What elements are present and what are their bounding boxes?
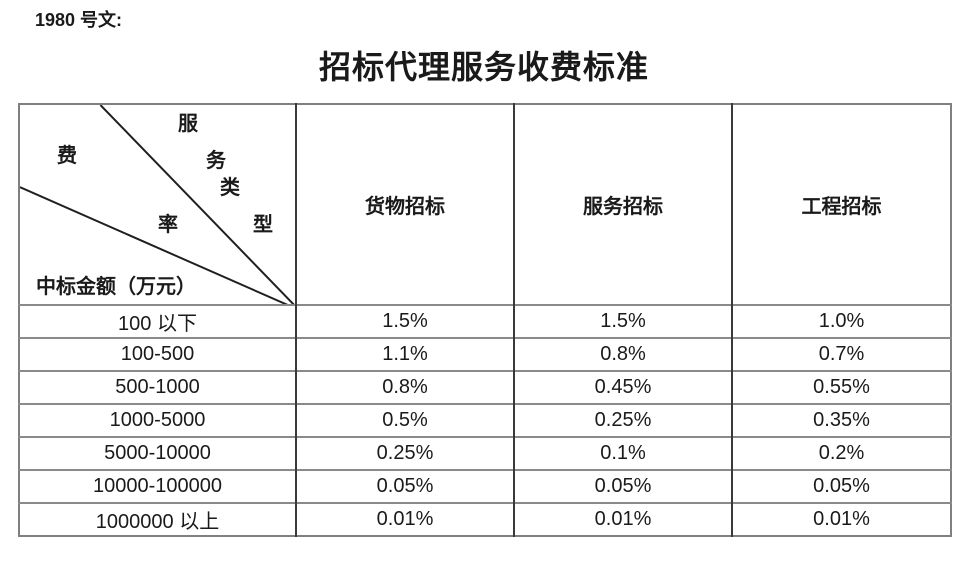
value-cell: 0.25% [296,436,515,470]
value-cell: 0.8% [514,337,733,371]
table-row: 100 以下 1.5% 1.5% 1.0% [19,304,951,338]
table-row: 100-500 1.1% 0.8% 0.7% [19,337,951,371]
value-cell: 0.2% [732,436,951,470]
value-cell: 1.5% [514,304,733,338]
table-row: 1000000 以上 0.01% 0.01% 0.01% [19,502,951,536]
table-row: 500-1000 0.8% 0.45% 0.55% [19,370,951,404]
page-title: 招标代理服务收费标准 [318,49,649,85]
table-row: 5000-10000 0.25% 0.1% 0.2% [19,436,951,470]
corner-char-service-4: 型 [253,214,273,236]
row-label-cell: 1000-5000 [19,403,297,437]
value-cell: 0.35% [732,403,951,437]
value-cell: 1.5% [296,304,515,338]
value-cell: 0.5% [296,403,515,437]
row-label-cell: 500-1000 [19,370,297,404]
column-header-goods: 货物招标 [296,104,515,305]
value-cell: 0.01% [514,502,733,536]
corner-char-service-3: 类 [220,177,240,199]
row-label-cell: 100 以下 [19,304,297,338]
value-cell: 1.0% [732,304,951,338]
row-label-cell: 10000-100000 [19,469,297,503]
corner-char-fee-1: 费 [57,145,77,167]
corner-char-service-2: 务 [206,150,226,172]
value-cell: 0.05% [296,469,515,503]
doc-ref-label: 1980 号文: [35,10,123,30]
corner-amount-label: 中标金额（万元） [36,276,196,298]
column-header-services: 服务招标 [514,104,733,305]
corner-char-fee-2: 率 [158,214,178,236]
row-label-cell: 100-500 [19,337,297,371]
table-row: 1000-5000 0.5% 0.25% 0.35% [19,403,951,437]
value-cell: 0.55% [732,370,951,404]
fee-standard-table: 费 率 服 务 类 型 中标金额（万元） 货物招标 服务招标 工程招标 100 … [18,103,952,537]
value-cell: 0.8% [296,370,515,404]
value-cell: 0.05% [732,469,951,503]
value-cell: 0.1% [514,436,733,470]
value-cell: 0.01% [732,502,951,536]
row-label-cell: 5000-10000 [19,436,297,470]
row-label-cell: 1000000 以上 [19,502,297,536]
value-cell: 0.05% [514,469,733,503]
value-cell: 0.45% [514,370,733,404]
corner-char-service-1: 服 [178,113,198,135]
table-corner-cell: 费 率 服 务 类 型 中标金额（万元） [19,104,297,305]
value-cell: 0.7% [732,337,951,371]
table-row: 10000-100000 0.05% 0.05% 0.05% [19,469,951,503]
table-header-row: 费 率 服 务 类 型 中标金额（万元） 货物招标 服务招标 工程招标 [19,104,951,305]
value-cell: 0.25% [514,403,733,437]
column-header-works: 工程招标 [801,196,882,218]
value-cell: 0.01% [296,502,515,536]
value-cell: 1.1% [296,337,515,371]
diagonal-divider-lines [20,105,294,304]
